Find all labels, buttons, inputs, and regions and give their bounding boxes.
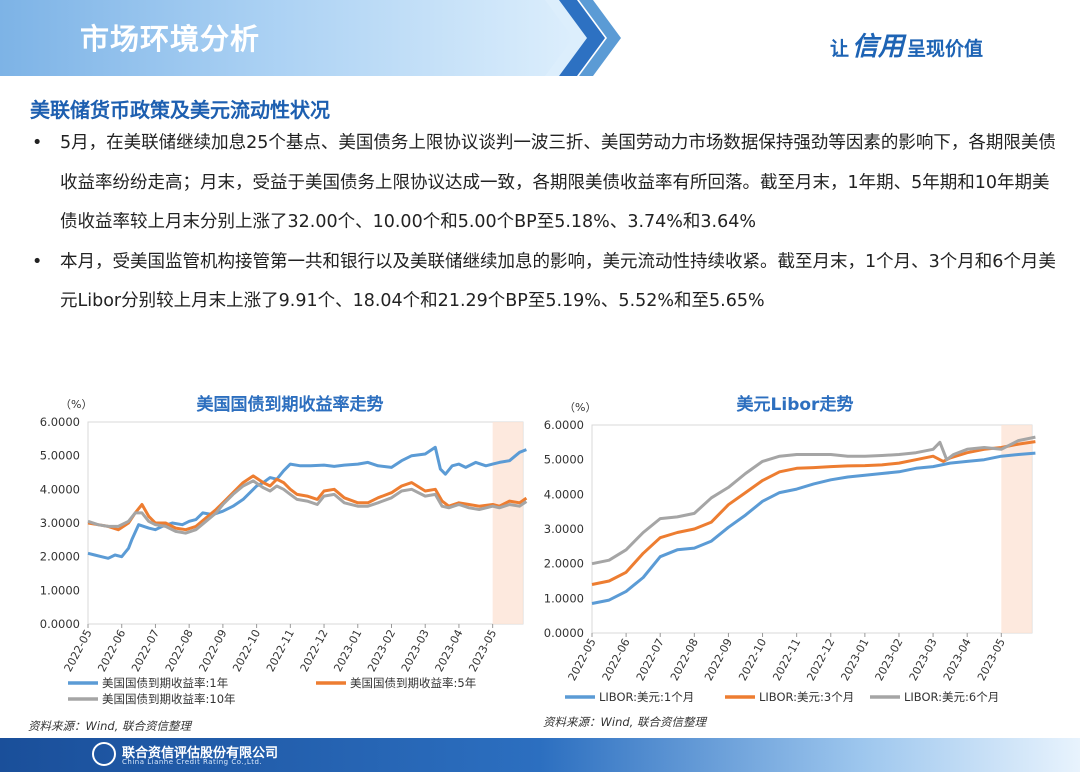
y-tick-label: 1.0000 xyxy=(40,583,80,597)
x-tick-label: 2023-02 xyxy=(873,636,906,683)
slogan: 让信用 呈现价值 xyxy=(830,26,983,63)
y-tick-label: 6.0000 xyxy=(544,418,584,432)
y-tick-label: 5.0000 xyxy=(544,453,584,467)
treasury-yield-chart-svg: 美国国债到期收益率走势 （%） 0.0000 1.0000 2.0000 3.0000 4.… xyxy=(40,394,528,706)
x-tick-label: 2022-06 xyxy=(600,636,633,683)
legend-label: LIBOR:美元:6个月 xyxy=(904,690,999,704)
legend-label: 美国国债到期收益率:5年 xyxy=(350,676,476,690)
company-name-en: China Lianhe Credit Rating Co.,Ltd. xyxy=(122,758,263,766)
x-tick-label: 2022-07 xyxy=(634,636,667,683)
chevron-decoration-icon xyxy=(545,0,621,76)
libor-chart-svg: 美元Libor走势 （%） 0.0000 1.0000 2.0000 3.0000 4.00… xyxy=(544,394,1036,704)
chart-source-left: 资料来源：Wind, 联合资信整理 xyxy=(28,719,191,733)
series-line xyxy=(87,479,528,535)
legend-label: 美国国债到期收益率:10年 xyxy=(102,692,236,706)
x-tick-label: 2023-03 xyxy=(399,627,432,674)
x-tick-label: 2023-02 xyxy=(365,627,398,674)
x-tick-label: 2022-12 xyxy=(298,627,331,674)
chart-title: 美元Libor走势 xyxy=(737,394,854,415)
legend-label: LIBOR:美元:1个月 xyxy=(599,690,694,704)
series-line xyxy=(87,474,528,532)
series-line xyxy=(591,440,1036,586)
y-axis-label: （%） xyxy=(564,401,596,414)
bullet-text: 5月，在美联储继续加息25个基点、美国债务上限协议谈判一波三折、美国劳动力市场数… xyxy=(60,133,1056,232)
chart-title: 美国国债到期收益率走势 xyxy=(197,394,384,415)
treasury-yield-chart: 美国国债到期收益率走势 （%） 0.0000 1.0000 2.0000 3.0000 4.… xyxy=(28,385,533,715)
y-tick-label: 0.0000 xyxy=(544,626,584,640)
x-tick-label: 2023-04 xyxy=(941,636,974,683)
bullet-dot-icon: • xyxy=(32,251,43,272)
highlight-band xyxy=(492,422,523,624)
x-tick-label: 2023-03 xyxy=(907,636,940,683)
section-title: 美联储货币政策及美元流动性状况 xyxy=(30,98,330,122)
y-tick-label: 3.0000 xyxy=(40,516,80,530)
legend-label: 美国国债到期收益率:1年 xyxy=(102,676,228,690)
plot-area xyxy=(591,424,1033,634)
y-tick-label: 4.0000 xyxy=(40,482,80,496)
y-tick-label: 4.0000 xyxy=(544,487,584,501)
slogan-post: 呈现价值 xyxy=(907,38,984,60)
x-tick-label: 2023-04 xyxy=(433,627,466,674)
y-tick-label: 3.0000 xyxy=(544,522,584,536)
y-tick-label: 0.0000 xyxy=(40,617,80,631)
company-name-cn: 联合资信评估股份有限公司 xyxy=(122,746,279,761)
x-tick-label: 2022-11 xyxy=(264,627,297,674)
highlight-band xyxy=(1001,425,1032,633)
x-tick-label: 2022-12 xyxy=(804,636,837,683)
slogan-mid: 信用 xyxy=(852,32,905,62)
x-tick-label: 2022-08 xyxy=(163,627,196,674)
header-band xyxy=(0,0,575,76)
y-tick-label: 1.0000 xyxy=(544,591,584,605)
libor-chart: 美元Libor走势 （%） 0.0000 1.0000 2.0000 3.0000 4.00… xyxy=(540,385,1052,715)
x-tick-label: 2022-10 xyxy=(230,627,263,674)
y-axis-label: （%） xyxy=(60,398,92,411)
page-footer: 联合资信评估股份有限公司 China Lianhe Credit Rating … xyxy=(0,738,1080,772)
x-tick-label: 2022-09 xyxy=(196,627,229,674)
bullet-text: 本月，受美国监管机构接管第一共和银行以及美联储继续加息的影响，美元流动性持续收紧… xyxy=(60,251,1056,312)
x-tick-label: 2022-05 xyxy=(62,627,95,674)
y-tick-label: 2.0000 xyxy=(544,557,584,571)
slogan-pre: 让 xyxy=(830,38,850,60)
series-line xyxy=(591,451,1036,605)
bullet-item: • 本月，受美国监管机构接管第一共和银行以及美联储继续加息的影响，美元流动性持续… xyxy=(30,243,1060,322)
chart-source-right: 资料来源：Wind, 联合资信整理 xyxy=(543,715,706,729)
x-tick-label: 2022-10 xyxy=(736,636,769,683)
company-logo-icon xyxy=(92,742,116,766)
bullet-list: • 5月，在美联储继续加息25个基点、美国债务上限协议谈判一波三折、美国劳动力市… xyxy=(30,124,1060,322)
y-tick-label: 2.0000 xyxy=(40,550,80,564)
page-title: 市场环境分析 xyxy=(80,22,261,56)
x-tick-label: 2023-01 xyxy=(331,627,364,674)
y-tick-label: 5.0000 xyxy=(40,449,80,463)
page-header: 市场环境分析 让信用 呈现价值 xyxy=(0,0,1080,82)
x-tick-label: 2022-07 xyxy=(129,627,162,674)
x-tick-label: 2022-08 xyxy=(668,636,701,683)
series-line xyxy=(87,445,527,560)
x-tick-label: 2022-05 xyxy=(566,636,599,683)
bullet-item: • 5月，在美联储继续加息25个基点、美国债务上限协议谈判一波三折、美国劳动力市… xyxy=(30,124,1060,243)
x-tick-label: 2023-05 xyxy=(466,627,499,674)
x-tick-label: 2022-11 xyxy=(770,636,803,683)
y-tick-label: 6.0000 xyxy=(40,415,80,429)
x-tick-label: 2023-01 xyxy=(838,636,871,683)
x-tick-label: 2023-05 xyxy=(975,636,1008,683)
series-line xyxy=(591,435,1036,566)
x-tick-label: 2022-06 xyxy=(95,627,128,674)
legend-label: LIBOR:美元:3个月 xyxy=(759,690,854,704)
bullet-dot-icon: • xyxy=(32,133,43,153)
x-tick-label: 2022-09 xyxy=(702,636,735,683)
